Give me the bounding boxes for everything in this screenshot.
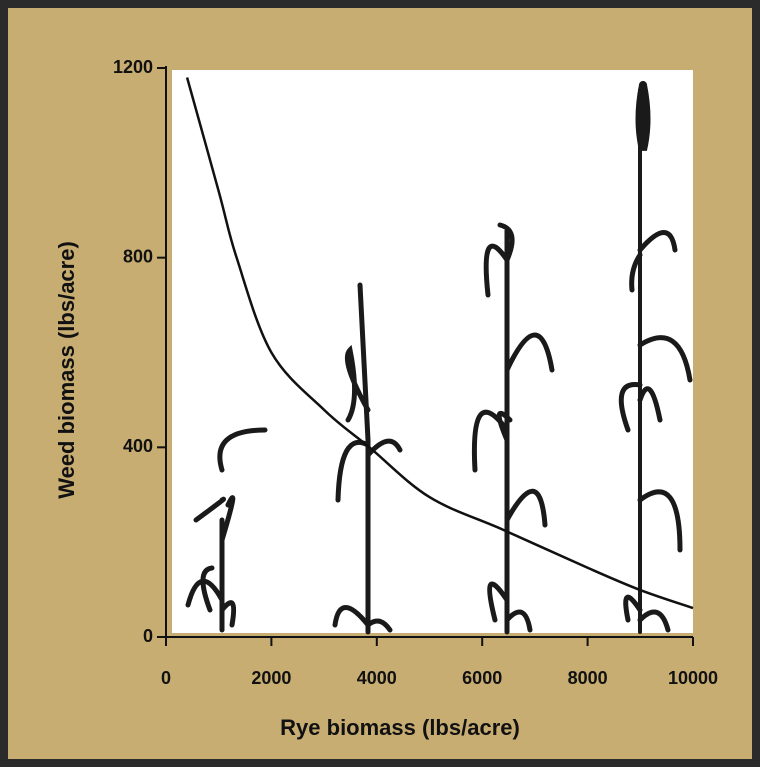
y-tick-label: 400 xyxy=(123,436,153,456)
x-tick-label: 6000 xyxy=(462,668,502,688)
plot-area xyxy=(172,70,693,633)
x-tick-label: 2000 xyxy=(251,668,291,688)
chart: Rye biomass (lbs/acre) Weed biomass (lbs… xyxy=(0,0,760,767)
x-tick-label: 10000 xyxy=(668,668,718,688)
y-axis-title: Weed biomass (lbs/acre) xyxy=(54,241,79,499)
x-tick-label: 0 xyxy=(161,668,171,688)
y-tick-label: 0 xyxy=(143,626,153,646)
x-axis-title: Rye biomass (lbs/acre) xyxy=(280,715,520,740)
x-tick-label: 8000 xyxy=(568,668,608,688)
y-tick-label: 1200 xyxy=(113,57,153,77)
x-tick-label: 4000 xyxy=(357,668,397,688)
y-tick-label: 800 xyxy=(123,246,153,266)
